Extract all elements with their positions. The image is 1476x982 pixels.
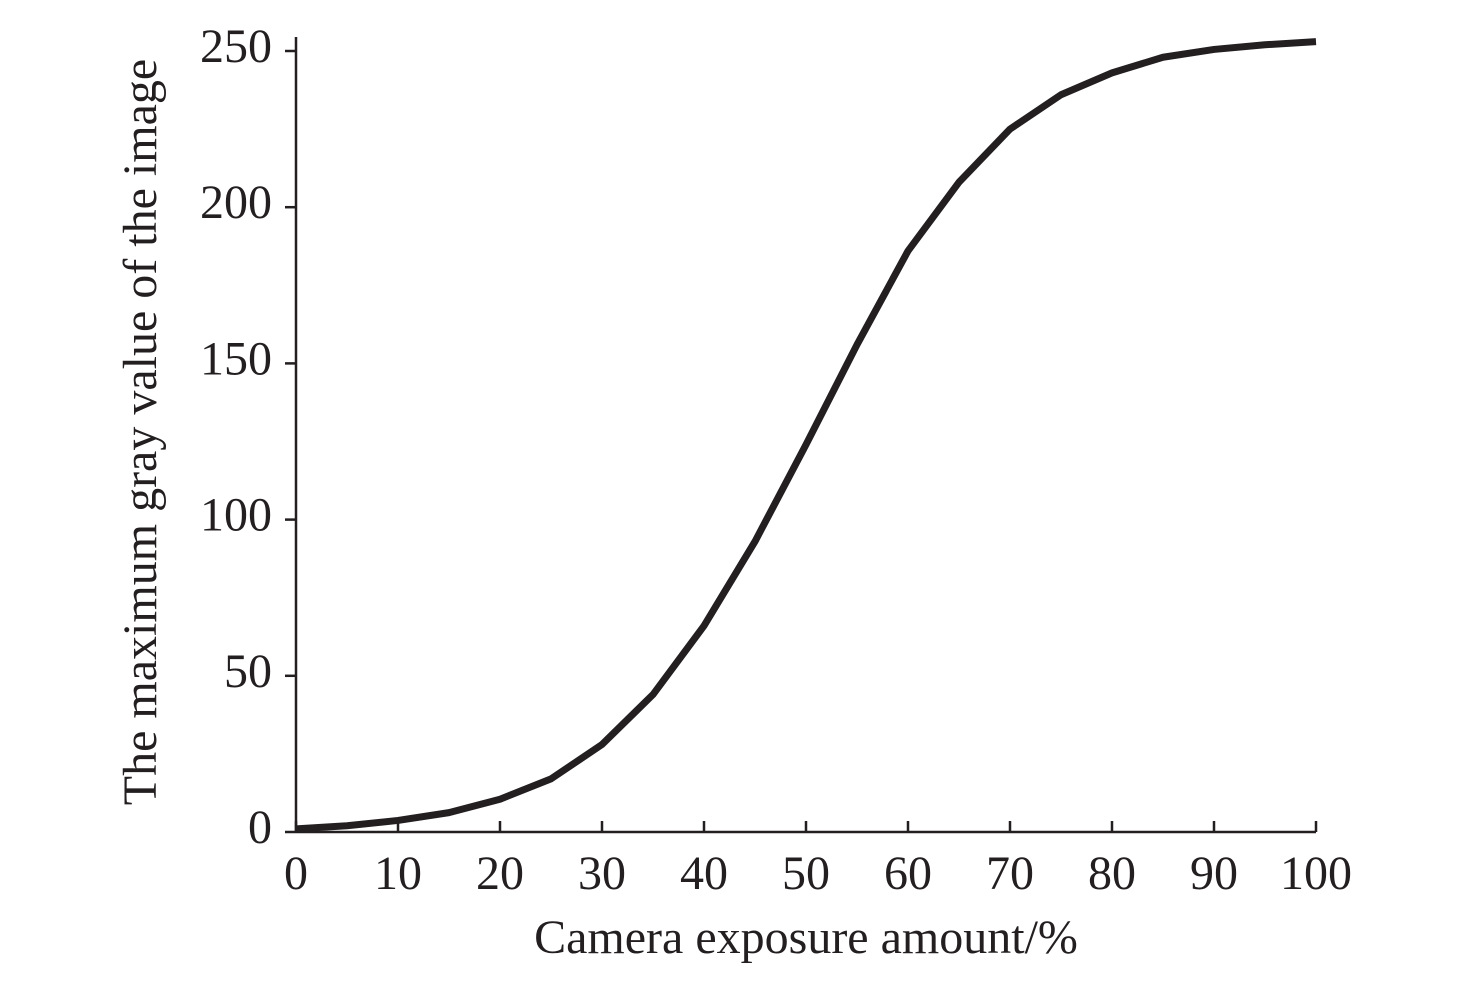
- x-tick-label: 60: [884, 847, 932, 900]
- x-axis-label: Camera exposure amount/%: [534, 911, 1078, 964]
- y-tick-label: 50: [224, 645, 272, 698]
- x-tick-label: 10: [374, 847, 422, 900]
- x-tick-label: 70: [986, 847, 1034, 900]
- x-tick-label: 50: [782, 847, 830, 900]
- x-tick-label: 100: [1280, 847, 1352, 900]
- y-tick-label: 150: [200, 332, 272, 385]
- y-axis-label: The maximum gray value of the image: [114, 59, 167, 805]
- x-tick-label: 90: [1190, 847, 1238, 900]
- y-tick-label: 100: [200, 489, 272, 542]
- x-tick-label: 0: [284, 847, 308, 900]
- x-tick-label: 20: [476, 847, 524, 900]
- x-tick-label: 40: [680, 847, 728, 900]
- y-tick-label: 0: [248, 801, 272, 854]
- x-tick-label: 30: [578, 847, 626, 900]
- y-tick-label: 250: [200, 20, 272, 73]
- y-tick-label: 200: [200, 176, 272, 229]
- x-tick-label: 80: [1088, 847, 1136, 900]
- data-line: [295, 38, 1317, 833]
